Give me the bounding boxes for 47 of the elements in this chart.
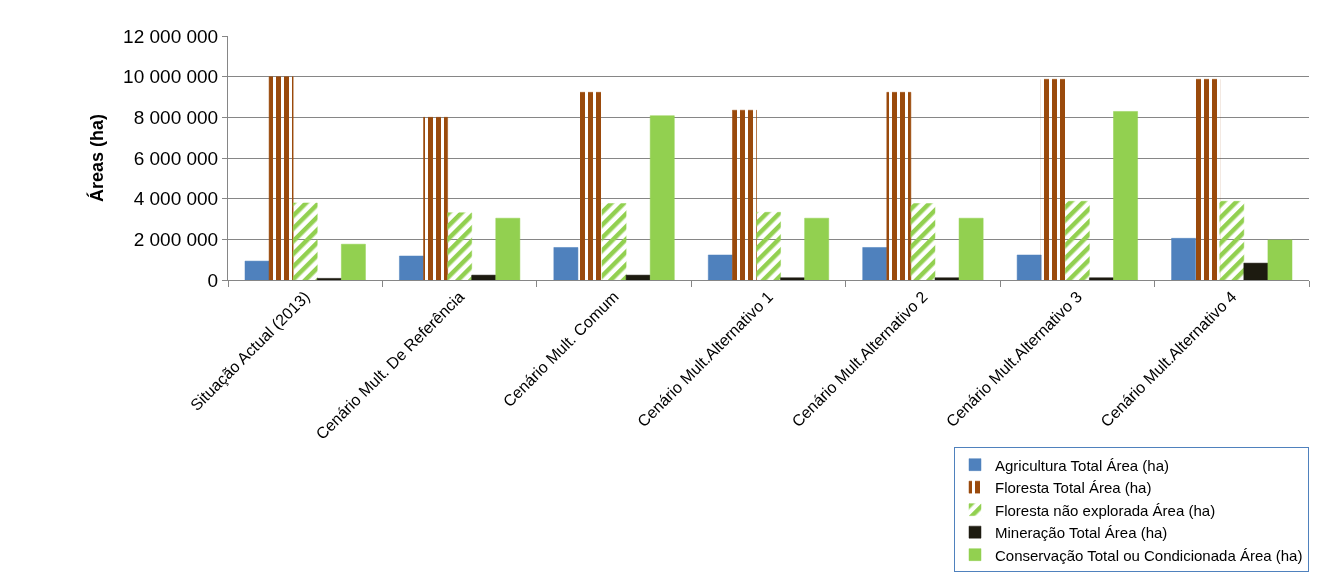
bar xyxy=(934,277,960,280)
bar xyxy=(268,76,294,280)
bar xyxy=(423,117,448,280)
legend-label: Agricultura Total Área (ha) xyxy=(995,456,1169,474)
bar xyxy=(553,247,579,280)
bar xyxy=(601,203,627,280)
bar xyxy=(1243,262,1269,280)
bar xyxy=(732,109,757,280)
bar xyxy=(862,247,888,280)
legend-label: Floresta não explorada Área (ha) xyxy=(995,501,1216,519)
y-tick-label: 6 000 000 xyxy=(133,147,219,169)
bar xyxy=(292,202,318,280)
bar xyxy=(1267,239,1293,280)
bar xyxy=(1171,238,1196,280)
bar xyxy=(341,243,366,280)
bar xyxy=(1195,79,1220,280)
y-axis-title: Áreas (ha) xyxy=(86,113,108,203)
bar xyxy=(708,254,733,280)
bar xyxy=(1219,201,1245,280)
bar xyxy=(756,212,781,280)
bar xyxy=(1089,277,1114,280)
bar xyxy=(886,92,912,280)
bar xyxy=(649,115,675,280)
bar xyxy=(804,217,829,280)
y-tick-label: 8 000 000 xyxy=(133,106,219,128)
y-tick-label: 10 000 000 xyxy=(123,66,219,88)
y-tick-label: 12 000 000 xyxy=(123,25,219,47)
y-tick-label: 0 xyxy=(207,269,219,291)
bar xyxy=(447,212,472,280)
bar xyxy=(1016,254,1042,280)
bar xyxy=(471,274,497,280)
bar xyxy=(1065,201,1090,280)
legend-label: Conservação Total ou Condicionada Área (ha) xyxy=(995,546,1303,564)
bar xyxy=(399,255,424,280)
bar xyxy=(577,92,603,280)
bar xyxy=(780,277,805,280)
bar xyxy=(625,274,651,280)
y-tick-label: 2 000 000 xyxy=(133,228,219,250)
legend-label: Floresta Total Área (ha) xyxy=(995,479,1152,496)
bar xyxy=(910,203,936,280)
bar xyxy=(1040,79,1066,280)
bar xyxy=(244,260,270,280)
bar xyxy=(495,217,521,280)
bar xyxy=(958,217,984,280)
bar xyxy=(1113,111,1138,280)
legend-label: Mineração Total Área (ha) xyxy=(995,524,1168,541)
y-tick-label: 4 000 000 xyxy=(133,188,219,210)
